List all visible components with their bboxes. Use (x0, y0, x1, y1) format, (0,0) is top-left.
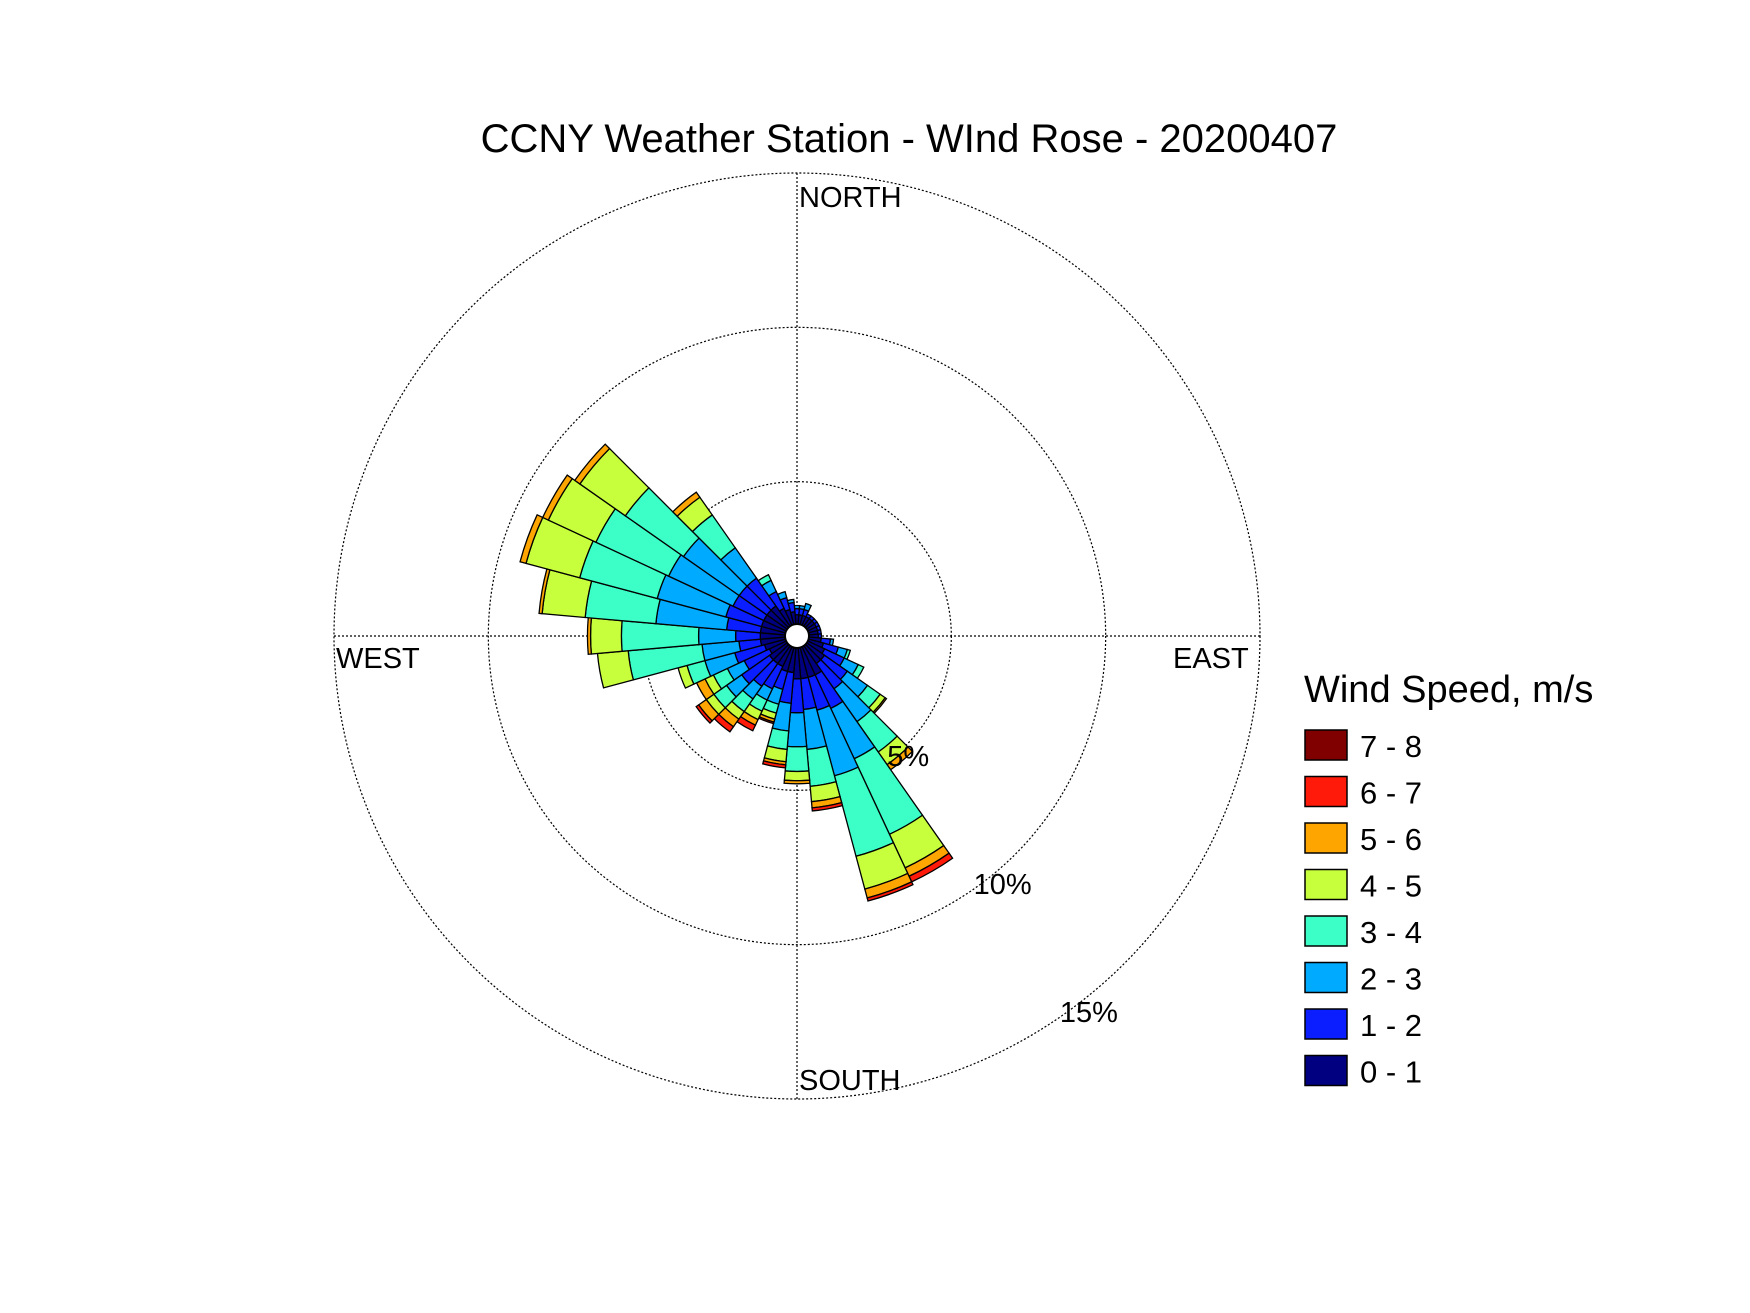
legend-swatch-3 (1304, 822, 1348, 854)
legend-label-8: 0 - 1 (1360, 1055, 1422, 1090)
ring-label-1: 5% (887, 741, 929, 773)
legend-swatch-8 (1304, 1054, 1348, 1087)
rose-segment-dir230-bin6 (695, 703, 714, 724)
rose-segment-dir350-bin2 (786, 598, 795, 605)
legend-swatch-5 (1304, 915, 1348, 947)
legend-label-2: 6 - 7 (1360, 776, 1422, 811)
center-hole (784, 623, 810, 649)
direction-label-north: NORTH (799, 182, 902, 214)
grid-circle-2 (487, 326, 1107, 946)
direction-label-west: WEST (336, 643, 420, 675)
rose-segment-dir310-bin5 (573, 443, 611, 485)
legend-label-7: 1 - 2 (1360, 1008, 1422, 1043)
chart-title: CCNY Weather Station - WInd Rose - 20200… (481, 117, 1338, 161)
rose-segment-dir180-bin3 (784, 745, 810, 773)
rose-segment-dir270-bin5 (586, 617, 593, 655)
rose-bars (519, 443, 954, 902)
legend-title: Wind Speed, m/s (1304, 669, 1593, 711)
rose-segment-dir260-bin4 (596, 650, 635, 689)
legend-swatch-1 (1304, 729, 1348, 761)
rose-segment-dir330-bin3 (757, 573, 772, 587)
rose-segment-dir20-bin2 (803, 602, 813, 613)
rose-segment-dir180-bin5 (783, 779, 811, 785)
legend: Wind Speed, m/s 7 - 8 6 - 7 5 - 6 4 - 5 3 - … (1304, 669, 1593, 1090)
rose-segment-dir190-bin6 (761, 760, 787, 769)
rose-segment-dir180-bin4 (783, 770, 811, 782)
direction-label-south: SOUTH (799, 1065, 901, 1097)
rose-segment-dir170-bin6 (811, 801, 844, 812)
legend-label-6: 2 - 3 (1360, 962, 1422, 997)
legend-swatch-6 (1304, 961, 1348, 994)
legend-swatch-7 (1304, 1008, 1348, 1040)
legend-label-3: 5 - 6 (1360, 822, 1422, 857)
rose-segment-dir320-bin5 (671, 491, 701, 518)
rose-segment-dir290-bin5 (519, 513, 544, 565)
rose-segment-dir340-bin2 (776, 590, 788, 601)
direction-label-east: EAST (1173, 643, 1249, 675)
ring-label-3: 15% (1060, 997, 1118, 1029)
ring-label-2: 10% (974, 869, 1032, 901)
legend-label-4: 4 - 5 (1360, 869, 1422, 904)
ring-labels: 5% 10% 15% (887, 741, 1118, 1029)
legend-label-1: 7 - 8 (1360, 729, 1422, 764)
rose-segment-dir300-bin5 (541, 474, 574, 521)
legend-label-5: 3 - 4 (1360, 915, 1422, 950)
legend-swatch-4 (1304, 868, 1348, 901)
rose-segment-dir160-bin6 (866, 880, 914, 902)
legend-swatch-2 (1304, 775, 1348, 808)
rose-segment-dir270-bin4 (589, 617, 623, 655)
